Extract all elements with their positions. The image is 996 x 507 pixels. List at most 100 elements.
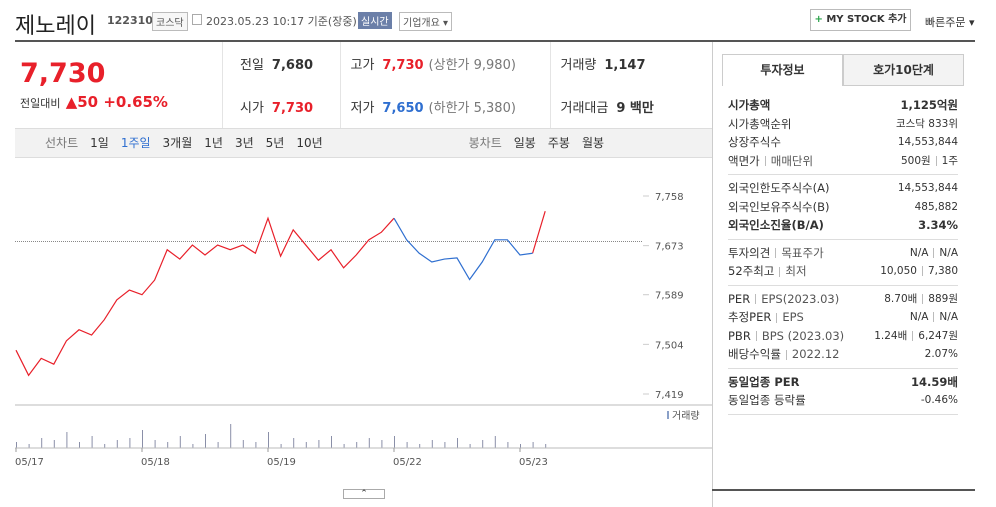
candle-tab[interactable]: 주봉	[547, 136, 570, 150]
info-value: 1.24배 6,247원	[874, 328, 958, 343]
info-label: 추정PER EPS	[728, 309, 804, 325]
info-tab[interactable]: 호가10단계	[843, 54, 964, 86]
volume-bar	[192, 444, 194, 448]
period-tab[interactable]: 1일	[90, 136, 109, 150]
divider	[912, 331, 914, 342]
volume-bar	[494, 436, 496, 448]
label-part: 추정PER	[728, 310, 772, 325]
y-tick-label: 7,504	[655, 340, 684, 351]
panel-divider	[712, 42, 713, 507]
period-tab[interactable]: 3개월	[162, 136, 193, 150]
y-tick-label: 7,419	[655, 390, 684, 401]
info-row: 시가총액순위 코스닥 833위	[728, 115, 958, 134]
info-value: N/A N/A	[910, 247, 958, 259]
volume-bar	[53, 440, 55, 448]
market-badge: 코스닥	[152, 12, 188, 31]
volume-bar	[394, 436, 395, 448]
divider	[776, 312, 778, 323]
candle-tab[interactable]: 월봉	[581, 136, 605, 150]
divider	[775, 248, 777, 259]
period-tab[interactable]: 1주일	[120, 136, 151, 150]
info-row: PBR BPS (2023.03) 1.24배 6,247원	[728, 327, 958, 346]
y-tick-label: 7,589	[655, 291, 684, 302]
label-part: EPS	[782, 310, 804, 325]
collapse-button[interactable]: ⌃	[343, 489, 385, 499]
info-value: 10,050 7,380	[880, 265, 958, 277]
candle-chart-label: 봉차트	[468, 136, 502, 150]
info-group: PER EPS(2023.03) 8.70배 889원 추정PER EPS N/A N/A PB…	[728, 286, 958, 369]
summary-label: 거래대금	[560, 101, 609, 116]
volume-bar	[305, 442, 307, 448]
period-tab[interactable]: 3년	[234, 136, 254, 150]
value-part: 889원	[928, 293, 958, 306]
divider	[933, 312, 935, 323]
period-tab[interactable]: 1년	[204, 136, 223, 150]
x-tick-label: 05/23	[519, 457, 548, 468]
summary-label: 거래량	[560, 58, 597, 73]
volume-bar	[293, 438, 295, 448]
change-label: 전일대비	[20, 97, 61, 110]
divider	[755, 294, 757, 305]
label-part: 투자의견	[728, 245, 771, 260]
info-label: 동일업종 PER	[728, 374, 799, 390]
summary-note: (하한가 5,380)	[428, 101, 516, 116]
summary-cell: 전일 7,680	[230, 42, 340, 85]
info-panel: 시가총액 1,125억원 시가총액순위 코스닥 833위 상장주식수 14,553,844…	[728, 92, 958, 415]
info-group: 시가총액 1,125억원 시가총액순위 코스닥 833위 상장주식수 14,553,844…	[728, 92, 958, 175]
value-part: 14,553,844	[897, 136, 958, 149]
info-row: 시가총액 1,125억원	[728, 96, 958, 115]
label-part: 외국인소진율(B/A)	[728, 218, 824, 233]
summary-cell: 시가 7,730	[230, 85, 340, 128]
period-tab[interactable]: 5년	[265, 136, 285, 150]
volume-bar	[343, 444, 345, 448]
value-part: N/A	[939, 246, 958, 259]
info-tab[interactable]: 투자정보	[722, 54, 843, 86]
volume-bar	[205, 434, 206, 448]
label-part: 시가총액순위	[728, 116, 792, 131]
quick-order[interactable]: 빠른주문 ▾	[925, 16, 975, 29]
info-value: 1,125억원	[900, 97, 958, 113]
candle-tab[interactable]: 일봉	[513, 136, 536, 150]
price-line	[15, 211, 546, 377]
company-menu[interactable]: 기업개요 ▾	[399, 12, 453, 31]
label-part: 시가총액	[728, 98, 771, 113]
info-value: 485,882	[915, 201, 958, 213]
summary-row: 시가 7,730 저가 7,650 (하한가 5,380) 거래대금 9 백만	[230, 85, 700, 128]
volume-bar	[66, 432, 68, 448]
label-part: 액면가	[728, 153, 760, 168]
volume-bar	[469, 444, 471, 448]
info-value: 코스닥 833위	[896, 116, 958, 131]
info-label: 외국인소진율(B/A)	[728, 217, 824, 233]
info-group: 외국인한도주식수(A) 14,553,844 외국인보유주식수(B) 485,882 외…	[728, 175, 958, 240]
stock-name: 제노레이	[15, 14, 96, 39]
info-label: PBR BPS (2023.03)	[728, 329, 844, 343]
volume-bar	[104, 444, 106, 448]
my-stock-button[interactable]: + MY STOCK 추가	[810, 9, 911, 31]
volume-bar	[217, 442, 219, 448]
period-tab[interactable]: 10년	[296, 136, 323, 150]
info-row: 외국인보유주식수(B) 485,882	[728, 198, 958, 217]
info-value: -0.46%	[921, 394, 958, 406]
volume-bar	[444, 442, 446, 448]
info-value: 3.34%	[918, 218, 958, 232]
info-row: 액면가 매매단위 500원 1주	[728, 152, 958, 171]
summary-table: 전일 7,680 고가 7,730 (상한가 9,980) 거래량 1,147 시가 7,730…	[230, 42, 700, 128]
label-part: 동일업종 PER	[728, 374, 800, 389]
value-part: N/A	[909, 311, 929, 324]
volume-legend-icon	[667, 411, 669, 419]
divider	[933, 247, 935, 258]
divider	[779, 266, 781, 277]
info-row: 동일업종 등락률 -0.46%	[728, 391, 958, 410]
value-part: 14,553,844	[897, 182, 958, 195]
summary-value: 9 백만	[616, 101, 654, 116]
summary-value: 7,730	[271, 101, 314, 116]
change-value: 50	[77, 93, 99, 111]
divider	[921, 266, 923, 277]
info-value: 2.07%	[925, 348, 958, 360]
volume-bar	[280, 444, 282, 448]
volume-bar	[419, 444, 421, 448]
volume-bar	[154, 440, 156, 448]
current-price: 7,730	[20, 58, 106, 89]
